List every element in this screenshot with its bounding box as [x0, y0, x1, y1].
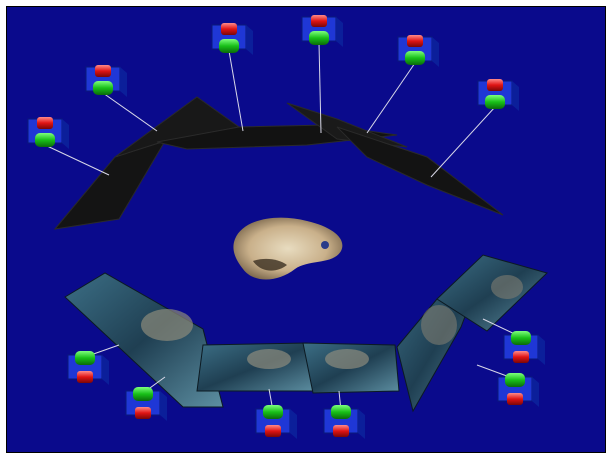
point-cloud-object	[233, 217, 343, 280]
camera-lens	[133, 387, 153, 401]
camera-flash	[487, 79, 503, 91]
camera-flash	[265, 425, 281, 437]
camera-lens	[93, 81, 113, 95]
camera-flash	[95, 65, 111, 77]
camera-sightline	[44, 144, 110, 176]
camera-icon[interactable]	[85, 65, 127, 97]
camera-flash	[311, 15, 327, 27]
camera-icon[interactable]	[301, 15, 343, 47]
photo-subject	[421, 305, 457, 345]
camera-side	[358, 409, 365, 439]
camera-side	[336, 17, 343, 47]
camera-side	[62, 119, 69, 149]
camera-flash	[407, 35, 423, 47]
bottom-image-panels	[64, 254, 548, 413]
reconstruction-viewport[interactable]	[6, 6, 606, 453]
camera-side	[512, 81, 519, 111]
camera-flash	[513, 351, 529, 363]
camera-side	[160, 391, 167, 421]
camera-side	[532, 377, 539, 407]
camera-lens	[485, 95, 505, 109]
photo-subject	[491, 275, 523, 299]
camera-icon[interactable]	[211, 23, 253, 55]
camera-lens	[511, 331, 531, 345]
camera-icon[interactable]	[27, 117, 69, 149]
camera-side	[538, 335, 545, 365]
camera-sightline	[430, 106, 496, 178]
camera-lens	[505, 373, 525, 387]
image-panel	[336, 126, 504, 216]
camera-lens	[35, 133, 55, 147]
camera-lens	[405, 51, 425, 65]
camera-sightline	[228, 50, 244, 132]
camera-lens	[263, 405, 283, 419]
camera-side	[432, 37, 439, 67]
camera-sightline	[102, 92, 158, 132]
camera-sightline	[318, 42, 322, 134]
camera-lens	[331, 405, 351, 419]
camera-side	[120, 67, 127, 97]
photo-subject	[325, 349, 369, 369]
camera-icon[interactable]	[67, 351, 109, 385]
camera-flash	[77, 371, 93, 383]
scene-canvas	[7, 7, 605, 452]
photo-subject	[141, 309, 193, 341]
camera-icon[interactable]	[323, 405, 365, 439]
camera-icon[interactable]	[477, 79, 519, 111]
camera-icon[interactable]	[397, 35, 439, 67]
image-panel	[436, 254, 548, 332]
camera-lens	[75, 351, 95, 365]
camera-flash	[135, 407, 151, 419]
camera-side	[290, 409, 297, 439]
camera-icon[interactable]	[497, 373, 539, 407]
photo-subject	[247, 349, 291, 369]
camera-flash	[333, 425, 349, 437]
camera-icon[interactable]	[255, 405, 297, 439]
camera-side	[102, 355, 109, 385]
camera-side	[246, 25, 253, 55]
camera-flash	[507, 393, 523, 405]
camera-lens	[309, 31, 329, 45]
camera-rig	[27, 15, 545, 439]
camera-flash	[221, 23, 237, 35]
camera-icon[interactable]	[125, 387, 167, 421]
camera-flash	[37, 117, 53, 129]
camera-sightline	[366, 62, 416, 134]
top-image-panels	[53, 96, 504, 230]
camera-icon[interactable]	[503, 331, 545, 365]
camera-lens	[219, 39, 239, 53]
